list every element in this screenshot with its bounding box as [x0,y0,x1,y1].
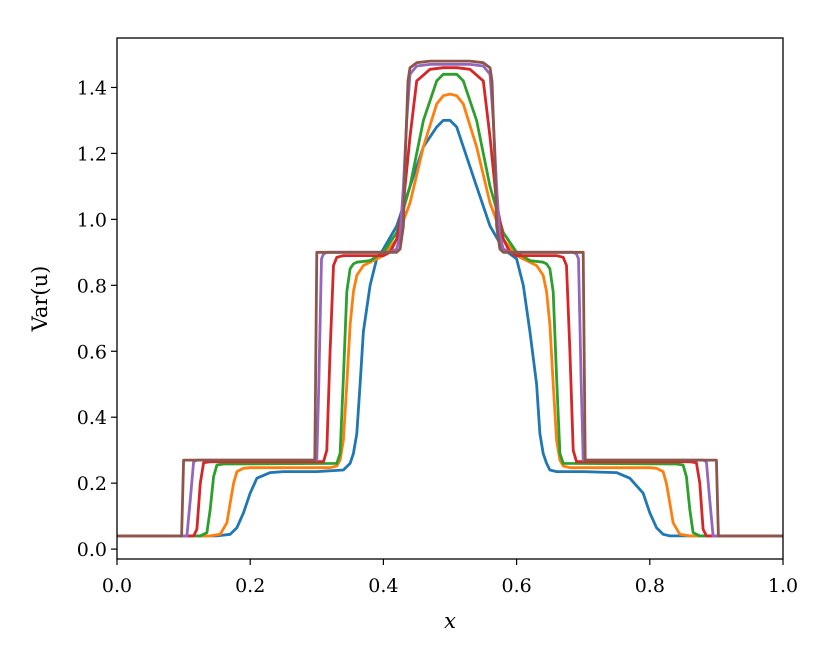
y-axis-label: Var(u) [28,266,52,333]
plot-frame [116,37,784,560]
series-line-1 [117,119,783,538]
y-tick-label: 0.4 [77,407,107,429]
y-tick-label: 1.0 [77,209,107,231]
y-tick-label: 1.4 [77,77,107,99]
x-tick-label: 0.2 [235,575,265,597]
x-tick-label: 0.4 [368,575,398,597]
series-line-4 [117,66,783,538]
x-axis-ticks: 0.0 0.2 0.4 0.6 0.8 1.0 [102,559,798,597]
series-line-3 [117,72,783,538]
x-tick-label: 0.8 [635,575,665,597]
y-tick-label: 0.0 [77,539,107,561]
x-axis-label: x [444,609,456,633]
x-tick-label: 0.6 [501,575,531,597]
y-tick-label: 0.2 [77,473,107,495]
series-line-5 [117,63,783,538]
x-tick-label: 0.0 [102,575,132,597]
y-tick-label: 0.6 [77,341,107,363]
series-line-2 [117,92,783,538]
series-group [117,59,783,538]
x-tick-label: 1.0 [768,575,798,597]
y-tick-label: 0.8 [77,275,107,297]
y-axis-ticks: 0.0 0.2 0.4 0.6 0.8 1.0 1.2 1.4 [77,77,117,561]
series-line-6 [117,59,783,538]
y-tick-label: 1.2 [77,143,107,165]
